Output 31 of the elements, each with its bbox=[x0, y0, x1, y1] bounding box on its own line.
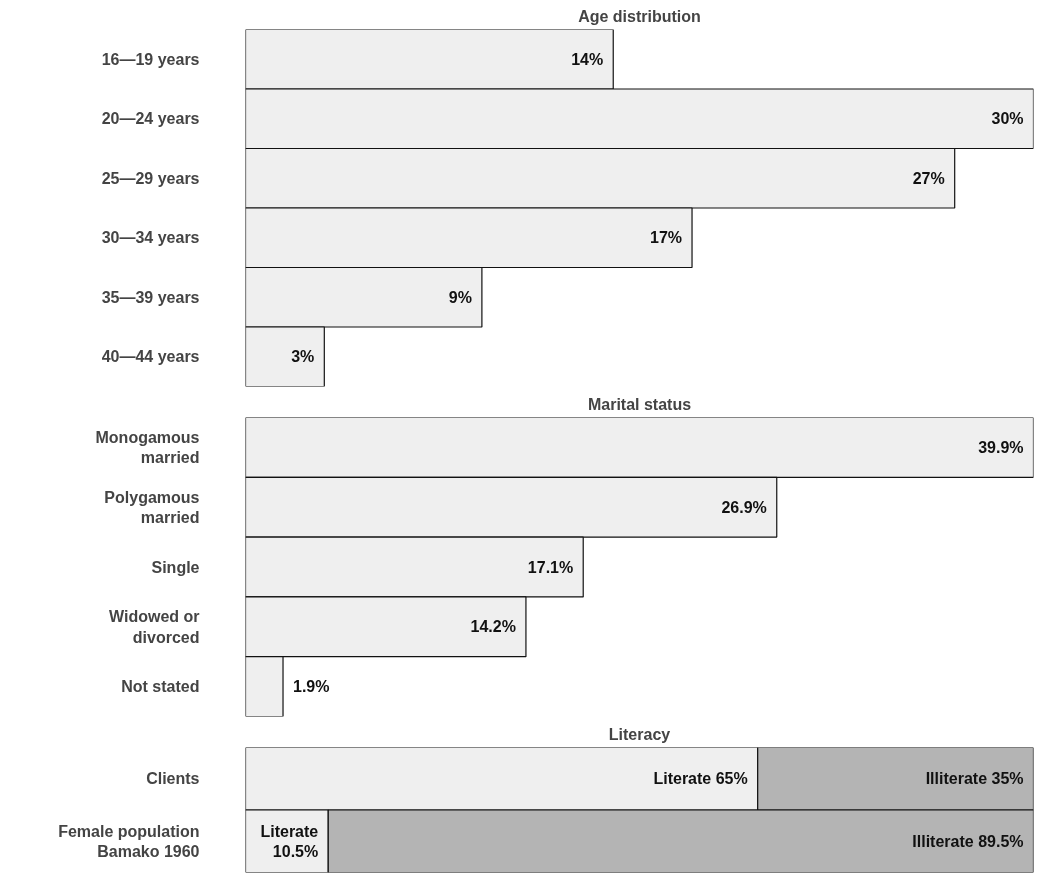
data-label: 9% bbox=[448, 288, 472, 306]
data-label: Illiterate 89.5% bbox=[912, 832, 1024, 850]
y-tick-label: 25—29 years bbox=[101, 169, 200, 187]
y-tick-label: 16—19 years bbox=[101, 50, 200, 68]
data-label: 17.1% bbox=[527, 558, 574, 576]
data-label: 1.9% bbox=[293, 678, 330, 696]
y-tick-label: Widowed or divorced bbox=[108, 608, 200, 646]
chart-title: Age distribution bbox=[578, 7, 701, 25]
y-tick-label: Not stated bbox=[121, 678, 200, 696]
y-tick-label: Polygamous married bbox=[104, 488, 200, 526]
data-label: 39.9% bbox=[978, 438, 1024, 456]
data-label: 17% bbox=[650, 229, 683, 247]
data-label: 26.9% bbox=[721, 498, 767, 516]
y-tick-label: 30—34 years bbox=[101, 229, 200, 247]
data-label: 30% bbox=[991, 110, 1024, 128]
y-tick-label: Female population Bamako 1960 bbox=[58, 822, 200, 860]
chart-title: Literacy bbox=[608, 725, 671, 743]
data-label: 14.2% bbox=[470, 618, 516, 636]
y-tick-label: Single bbox=[151, 558, 200, 576]
y-tick-label: 40—44 years bbox=[101, 348, 200, 366]
data-label: Illiterate 35% bbox=[925, 770, 1024, 788]
data-label: Literate 10.5% bbox=[260, 822, 319, 860]
y-tick-label: Clients bbox=[146, 770, 200, 788]
y-tick-label: Monogamous married bbox=[95, 428, 200, 467]
chart-title: Marital status bbox=[587, 395, 692, 413]
data-label: Literate 65% bbox=[653, 770, 748, 788]
data-label: 3% bbox=[291, 348, 315, 366]
y-tick-label: 20—24 years bbox=[101, 110, 200, 128]
data-label: 14% bbox=[571, 50, 604, 68]
y-tick-label: 35—39 years bbox=[101, 288, 200, 306]
data-label: 27% bbox=[912, 169, 945, 187]
